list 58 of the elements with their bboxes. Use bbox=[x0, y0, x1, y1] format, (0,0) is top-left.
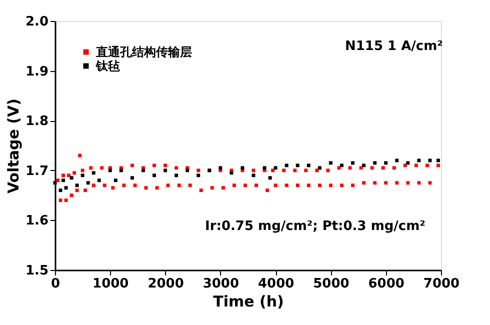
point bbox=[296, 164, 300, 168]
point bbox=[196, 174, 200, 178]
point bbox=[436, 158, 440, 162]
x-tick-label: 2000 bbox=[148, 276, 184, 292]
y-tick-label: 1.6 bbox=[25, 214, 48, 229]
point bbox=[362, 164, 366, 168]
point bbox=[373, 161, 377, 165]
y-tick-label: 1.7 bbox=[25, 164, 48, 179]
y-tick-label: 1.9 bbox=[25, 64, 48, 80]
x-tick-label: 4000 bbox=[258, 276, 294, 292]
point bbox=[130, 176, 134, 180]
point bbox=[428, 158, 432, 162]
point bbox=[186, 168, 190, 172]
point bbox=[174, 174, 178, 178]
point bbox=[70, 176, 74, 180]
legend-label: 钛毡 bbox=[95, 59, 120, 73]
x-tick-label: 7000 bbox=[423, 276, 460, 292]
point bbox=[284, 164, 288, 168]
point bbox=[262, 166, 266, 170]
point bbox=[119, 168, 123, 172]
point bbox=[97, 178, 101, 182]
point bbox=[274, 166, 278, 170]
point bbox=[108, 168, 112, 172]
annotation: N115 1 A/cm² bbox=[345, 39, 443, 54]
x-tick-label: 5000 bbox=[313, 276, 350, 292]
y-axis-title: Voltage (V) bbox=[4, 98, 22, 194]
point bbox=[164, 168, 168, 172]
point bbox=[80, 174, 84, 178]
point bbox=[417, 158, 421, 162]
point bbox=[75, 184, 79, 188]
point bbox=[384, 161, 388, 165]
y-tick-label: 1.5 bbox=[25, 264, 48, 278]
point bbox=[218, 166, 222, 170]
point bbox=[114, 178, 118, 182]
point bbox=[86, 181, 90, 185]
point bbox=[340, 164, 344, 168]
point bbox=[406, 161, 410, 165]
point bbox=[351, 161, 355, 165]
point bbox=[306, 164, 310, 168]
point bbox=[230, 171, 234, 175]
point bbox=[328, 161, 332, 165]
point bbox=[318, 166, 322, 170]
x-tick-label: 0 bbox=[50, 276, 60, 292]
annotation: Ir:0.75 mg/cm²; Pt:0.3 mg/cm² bbox=[205, 219, 426, 234]
point bbox=[268, 176, 272, 180]
y-tick-label: 2.0 bbox=[25, 14, 48, 30]
legend-label: 直通孔结构传输层 bbox=[95, 45, 192, 59]
point bbox=[152, 174, 156, 178]
x-tick-label: 6000 bbox=[368, 276, 404, 292]
point bbox=[62, 178, 66, 182]
x-axis-title: Time (h) bbox=[213, 292, 284, 310]
point bbox=[395, 158, 399, 162]
point bbox=[64, 186, 68, 190]
x-tick-label: 3000 bbox=[202, 276, 240, 292]
x-tick-label: 1000 bbox=[92, 276, 129, 292]
point bbox=[141, 168, 145, 172]
y-tick-label: 1.8 bbox=[25, 114, 48, 130]
point bbox=[92, 171, 96, 175]
